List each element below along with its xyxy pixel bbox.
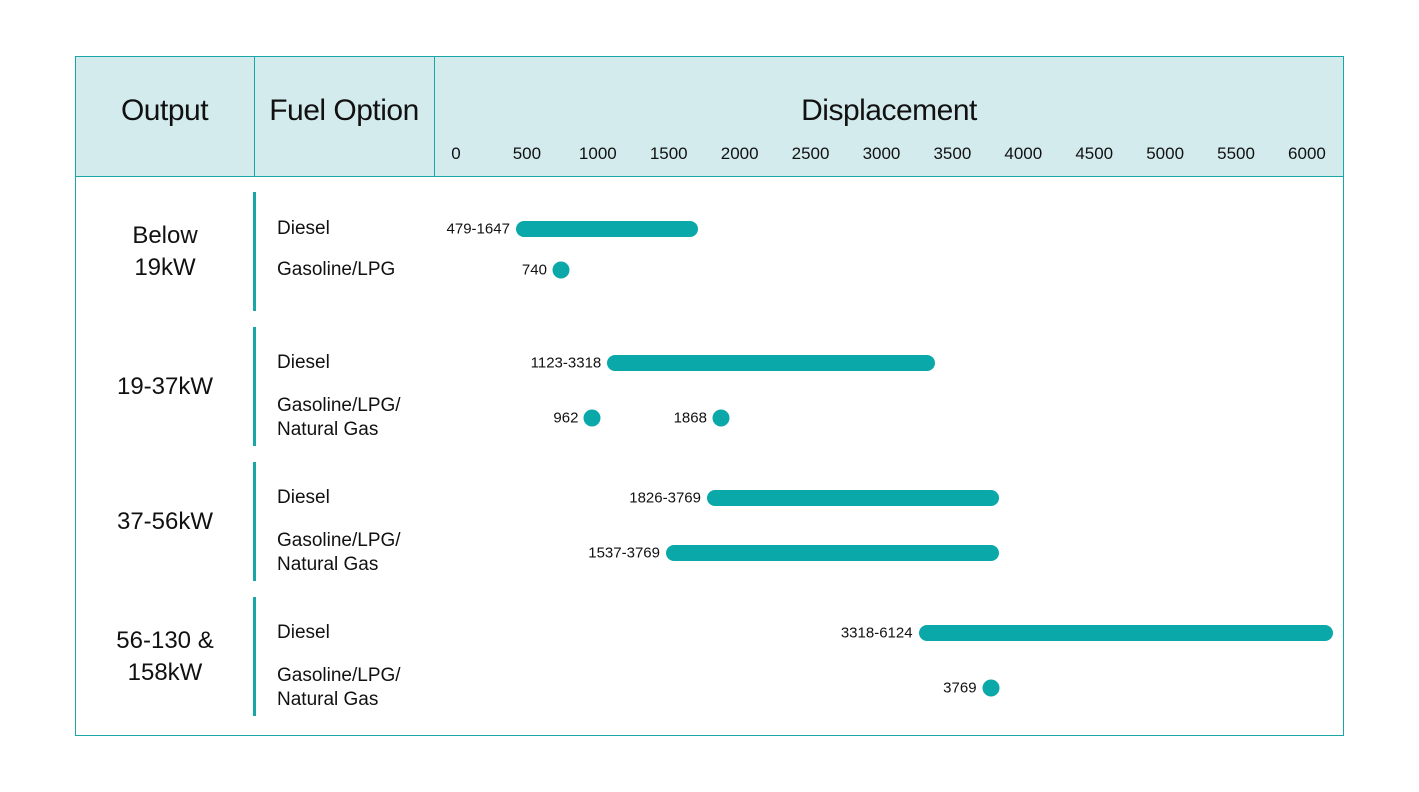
fuel-option-label: Gasoline/LPG/Natural Gas	[277, 664, 401, 712]
fuel-option-label: Diesel	[277, 351, 330, 375]
x-tick-label: 1000	[578, 144, 617, 163]
output-label-line: 37-56kW	[116, 507, 214, 535]
fuel-option-label: Gasoline/LPG	[277, 258, 395, 282]
fuel-option-label: Diesel	[277, 486, 330, 510]
group-divider-bar	[253, 327, 256, 446]
fuel-option-line: Diesel	[277, 352, 330, 373]
displacement-range-bar	[706, 490, 999, 506]
data-value-label: 3318-6124	[840, 624, 913, 642]
output-label-line: 158kW	[127, 658, 203, 686]
fuel-option-line: Natural Gas	[277, 554, 379, 575]
fuel-option-line: Diesel	[277, 622, 330, 643]
output-label-line: Below	[132, 221, 198, 249]
fuel-option-line: Natural Gas	[277, 419, 379, 440]
fuel-option-label: Diesel	[277, 621, 330, 645]
displacement-point	[712, 409, 730, 427]
fuel-option-label: Diesel	[277, 217, 330, 241]
x-tick-label: 5500	[1217, 144, 1255, 163]
data-value-label: 740	[521, 261, 547, 279]
x-tick-label: 2500	[791, 144, 830, 163]
x-tick-label: 3500	[933, 144, 972, 163]
x-tick-label: 4500	[1075, 144, 1114, 163]
data-value-label: 3769	[943, 679, 977, 697]
header-band	[75, 56, 1344, 177]
x-tick-label: 6000	[1288, 144, 1326, 163]
fuel-option-line: Gasoline/LPG	[277, 259, 396, 280]
output-label: 19-37kW	[95, 371, 235, 403]
header-output: Output	[120, 94, 209, 127]
header-fuel-option: Fuel Option	[269, 94, 419, 127]
x-tick-label: 1500	[649, 144, 688, 163]
output-label-line: 19-37kW	[116, 372, 214, 400]
data-value-label: 1537-3769	[588, 544, 660, 562]
group-divider-bar	[253, 597, 256, 716]
fuel-option-line: Gasoline/LPG/	[277, 665, 401, 686]
fuel-option-label: Gasoline/LPG/Natural Gas	[277, 529, 401, 577]
x-tick-label: 4000	[1004, 144, 1043, 163]
displacement-range-bar	[607, 355, 935, 371]
header-divider-fuel	[434, 56, 435, 177]
output-label-line: 56-130 &	[116, 626, 214, 654]
data-value-label: 962	[553, 409, 579, 427]
fuel-option-line: Gasoline/LPG/	[277, 395, 401, 416]
fuel-option-line: Natural Gas	[277, 689, 379, 710]
group-divider-bar	[253, 192, 256, 311]
displacement-point	[583, 409, 601, 427]
header-divider-output	[254, 56, 255, 177]
x-tick-label: 2000	[720, 144, 759, 163]
output-label: 56-130 & 158kW	[95, 625, 235, 689]
data-value-label: 1123-3318	[530, 354, 602, 372]
output-label: Below 19kW	[95, 220, 235, 284]
output-label-line: 19kW	[134, 253, 196, 281]
fuel-option-label: Gasoline/LPG/Natural Gas	[277, 394, 401, 442]
displacement-range-bar	[665, 545, 999, 561]
displacement-point	[552, 261, 570, 279]
x-tick-label: 3000	[862, 144, 901, 163]
displacement-range-bar	[918, 625, 1333, 641]
data-value-label: 479-1647	[446, 220, 510, 238]
displacement-range-bar	[515, 221, 698, 237]
fuel-option-line: Gasoline/LPG/	[277, 530, 401, 551]
displacement-point	[982, 679, 1000, 697]
data-value-label: 1826-3769	[629, 489, 701, 507]
header-displacement: Displacement	[801, 94, 977, 127]
output-label: 37-56kW	[95, 506, 235, 538]
fuel-option-line: Diesel	[277, 487, 330, 508]
group-divider-bar	[253, 462, 256, 581]
data-value-label: 1868	[673, 409, 707, 427]
x-tick-label: 0	[451, 144, 461, 163]
fuel-option-line: Diesel	[277, 218, 330, 239]
x-tick-label: 5000	[1146, 144, 1185, 163]
x-tick-label: 500	[512, 144, 542, 163]
